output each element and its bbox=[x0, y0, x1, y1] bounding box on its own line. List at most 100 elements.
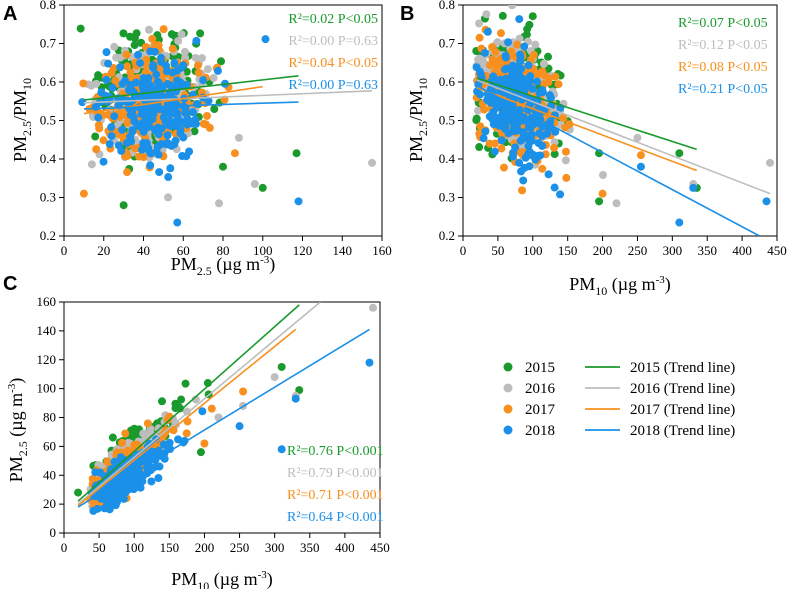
panel-a-point-2017 bbox=[123, 168, 132, 177]
panel-a-point-2018 bbox=[157, 124, 166, 133]
panel-a-trends bbox=[83, 75, 373, 115]
panel-c-point-2018 bbox=[138, 477, 147, 486]
panel-b-stat-2015: R²=0.07 P<0.05 bbox=[678, 16, 768, 31]
panel-b-point-2018 bbox=[501, 53, 510, 62]
panel-c-stat-2016: R²=0.79 P<0.001 bbox=[287, 466, 384, 481]
panel-b-point-2016 bbox=[515, 34, 524, 43]
panel-c-point-2018 bbox=[166, 444, 175, 453]
panel-b-point-2015 bbox=[525, 20, 534, 29]
panel-b-point-2017 bbox=[488, 55, 497, 64]
panel-a-point-2018 bbox=[164, 120, 173, 129]
panel-a-point-2017 bbox=[168, 44, 177, 53]
panel-c-point-2015 bbox=[158, 397, 167, 406]
panel-c-stats: R²=0.76 P<0.001 R²=0.79 P<0.001 R²=0.71 P<… bbox=[287, 444, 384, 525]
panel-b-point-2018 bbox=[544, 170, 553, 179]
panel-letter-c: C bbox=[3, 273, 17, 295]
panel-b-point-2016 bbox=[612, 199, 621, 208]
panel-a-point-2017 bbox=[230, 149, 239, 158]
panel-a-point-2018 bbox=[154, 94, 163, 103]
legend-label-2017: 2017 bbox=[525, 402, 556, 418]
legend-label-2018: 2018 bbox=[525, 423, 555, 439]
legend-label-2015: 2015 bbox=[525, 360, 555, 376]
panel-b-point-2015 bbox=[675, 149, 684, 158]
panel-a-point-2017 bbox=[79, 79, 88, 88]
panel-a-point-2017 bbox=[111, 76, 120, 85]
panel-b-point-2018 bbox=[538, 86, 547, 95]
panel-b-point-2017 bbox=[492, 61, 501, 70]
panel-a-point-2018 bbox=[154, 150, 163, 159]
panel-a-trend-line-2018 bbox=[83, 101, 299, 110]
panel-b-point-2017 bbox=[550, 143, 559, 152]
panel-c-point-2017 bbox=[182, 429, 191, 438]
panel-c-point-2017 bbox=[169, 426, 178, 435]
panel-a-point-2016 bbox=[250, 180, 259, 189]
panel-b-y-tick-label: 0.5 bbox=[439, 113, 455, 128]
panel-b-trend-line-2018 bbox=[476, 85, 760, 236]
panel-b-point-2018 bbox=[490, 147, 499, 156]
panel-a-point-2018 bbox=[107, 132, 116, 141]
panel-a-point-2015 bbox=[91, 132, 100, 141]
panel-b-point-2018 bbox=[636, 162, 645, 171]
panel-b-y-axis-title: PM2.5/PM10 bbox=[406, 78, 430, 162]
panel-c-point-2018 bbox=[291, 394, 300, 403]
panel-c-point-2017 bbox=[239, 387, 248, 396]
panel-a-point-2015 bbox=[217, 57, 226, 66]
panel-b-point-2018 bbox=[550, 183, 559, 192]
panel-a-point-2018 bbox=[94, 113, 103, 122]
panel-a-point-2016 bbox=[234, 133, 243, 142]
panel-c-y-tick-label: 160 bbox=[37, 294, 57, 309]
panel-a-point-2017 bbox=[122, 50, 131, 59]
panel-a-point-2017 bbox=[109, 63, 118, 72]
panel-b-point-2018 bbox=[519, 176, 528, 185]
legend-marker-2018 bbox=[503, 425, 513, 435]
panel-a-point-2018 bbox=[150, 47, 159, 56]
panel-c-y-tick-label: 20 bbox=[43, 496, 56, 511]
panel-b-point-2018 bbox=[501, 65, 510, 74]
panel-c-point-2018 bbox=[235, 422, 244, 431]
panel-b-point-2018 bbox=[489, 114, 498, 123]
panel-a-y-tick-label: 0.5 bbox=[40, 113, 56, 128]
panel-a-point-2018 bbox=[162, 67, 171, 76]
panel-b: B 0 50 100 150 200 250 300 350 400 450 0.2 0.3 0.4 0.… bbox=[400, 0, 787, 298]
legend-trend-label-2016: 2016 (Trend line) bbox=[630, 381, 735, 397]
panel-b-point-2018 bbox=[481, 127, 490, 136]
panel-b-y-tick-label: 0.2 bbox=[439, 228, 455, 243]
legend-label-2016: 2016 bbox=[525, 381, 556, 397]
panel-b-point-2018 bbox=[483, 27, 492, 36]
legend: 2015 2015 (Trend line) 2016 2016 (Trend lin… bbox=[503, 360, 735, 439]
panel-a-stat-2018: R²=0.00 P=0.63 bbox=[288, 78, 378, 93]
panel-c-point-2018 bbox=[165, 438, 174, 447]
panel-b-y-tick-label: 0.7 bbox=[439, 36, 456, 51]
panel-a-point-2017 bbox=[142, 55, 151, 64]
panel-b-point-2018 bbox=[474, 80, 483, 89]
panel-a-point-2015 bbox=[219, 162, 227, 171]
panel-a-point-2016 bbox=[177, 30, 186, 39]
panel-b-point-2018 bbox=[530, 119, 539, 128]
panel-c-point-2018 bbox=[93, 504, 102, 513]
panel-c-points bbox=[74, 303, 377, 515]
panel-b-point-2018 bbox=[527, 136, 536, 145]
panel-a-x-tick-label: 20 bbox=[97, 243, 110, 258]
panel-c-x-tick-label: 450 bbox=[370, 540, 390, 555]
panel-b-point-2018 bbox=[538, 141, 547, 150]
panel-b-point-2016 bbox=[475, 19, 484, 28]
panel-a-point-2018 bbox=[152, 70, 161, 79]
panel-b-point-2018 bbox=[531, 155, 540, 164]
panel-b-point-2017 bbox=[497, 144, 506, 153]
panel-b-point-2017 bbox=[544, 78, 553, 87]
panel-a-trend-line-2017 bbox=[83, 85, 263, 115]
legend-marker-2016 bbox=[503, 383, 513, 393]
panel-a-point-2018 bbox=[294, 197, 303, 206]
panel-a-point-2018 bbox=[134, 50, 143, 59]
panel-c-x-tick-label: 0 bbox=[61, 540, 68, 555]
panel-a-point-2018 bbox=[118, 125, 127, 134]
panel-c-x-tick-label: 250 bbox=[230, 540, 250, 555]
panel-c-point-2018 bbox=[146, 466, 155, 475]
panel-a-stat-2015: R²=0.02 P<0.05 bbox=[288, 12, 378, 27]
panel-c-x-tick-label: 50 bbox=[93, 540, 106, 555]
panel-b-stat-2016: R²=0.12 P<0.05 bbox=[678, 38, 768, 53]
panel-a-point-2018 bbox=[132, 78, 141, 87]
panel-c-point-2018 bbox=[129, 485, 138, 494]
panel-b-point-2016 bbox=[539, 59, 548, 68]
panel-a-trend-line-2015 bbox=[83, 75, 299, 101]
